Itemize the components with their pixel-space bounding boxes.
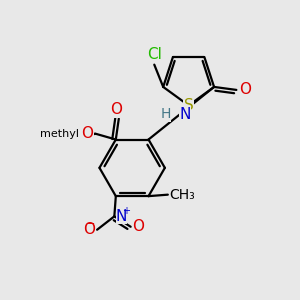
Text: O: O xyxy=(82,126,94,141)
Text: methyl: methyl xyxy=(40,129,79,139)
Text: −: − xyxy=(86,219,96,230)
Text: H: H xyxy=(160,107,171,122)
Text: O: O xyxy=(132,219,144,234)
Text: +: + xyxy=(122,206,130,216)
Text: Cl: Cl xyxy=(147,47,162,62)
Text: N: N xyxy=(116,209,127,224)
Text: S: S xyxy=(184,98,194,113)
Text: O: O xyxy=(239,82,251,98)
Text: O: O xyxy=(84,222,96,237)
Text: N: N xyxy=(179,107,191,122)
Text: CH₃: CH₃ xyxy=(169,188,195,202)
Text: O: O xyxy=(110,102,122,117)
